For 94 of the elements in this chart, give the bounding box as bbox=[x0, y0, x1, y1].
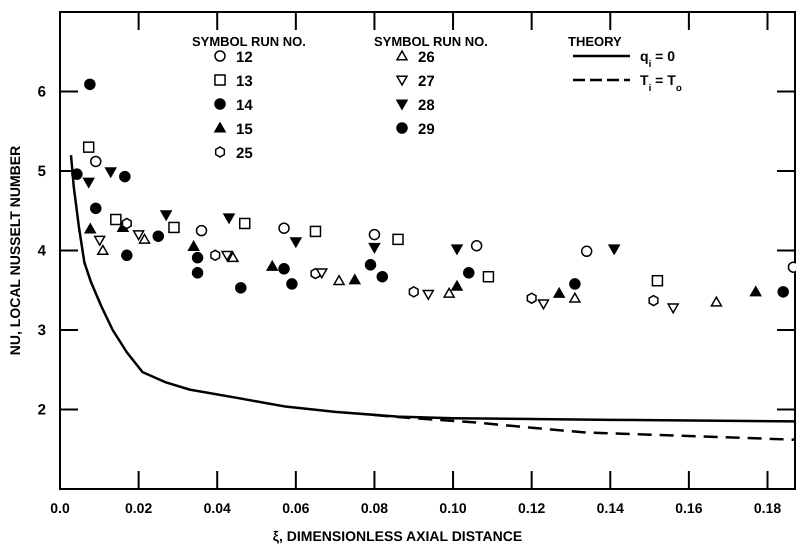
point bbox=[463, 267, 475, 279]
point bbox=[750, 286, 762, 296]
point bbox=[210, 250, 220, 262]
point bbox=[119, 170, 131, 182]
legend-label: T$_{i}$ = T$_{o}$ bbox=[640, 72, 682, 94]
x-tick-label: 0.10 bbox=[439, 500, 467, 516]
point bbox=[553, 288, 565, 298]
y-tick-label: 2 bbox=[38, 402, 46, 418]
point bbox=[652, 274, 664, 286]
point bbox=[451, 280, 463, 291]
point bbox=[538, 299, 550, 310]
point bbox=[84, 223, 96, 234]
point bbox=[168, 222, 180, 234]
legend-label: 25 bbox=[236, 145, 253, 162]
point bbox=[121, 250, 133, 262]
y-tick-label: 3 bbox=[38, 322, 46, 339]
point bbox=[82, 178, 94, 188]
point bbox=[84, 78, 96, 90]
point bbox=[451, 244, 463, 255]
point bbox=[667, 303, 679, 314]
legend-label: 13 bbox=[236, 73, 253, 90]
point bbox=[368, 228, 380, 240]
legend-label: 29 bbox=[418, 121, 435, 138]
x-tick-label: 0.02 bbox=[124, 500, 152, 516]
point bbox=[569, 292, 581, 303]
legend-label: 27 bbox=[418, 73, 435, 90]
point bbox=[196, 224, 208, 236]
point bbox=[526, 292, 537, 304]
legend-label: 12 bbox=[236, 49, 253, 66]
x-tick-label: 0.14 bbox=[596, 500, 624, 516]
legend-label: 14 bbox=[236, 97, 254, 114]
point bbox=[310, 226, 322, 238]
legend-label: 26 bbox=[418, 49, 435, 66]
point bbox=[286, 278, 298, 290]
point bbox=[608, 244, 620, 255]
x-axis-title: ξ, DIMENSIONLESS AXIAL DISTANCE bbox=[272, 528, 522, 544]
point bbox=[470, 240, 482, 252]
point bbox=[349, 274, 361, 284]
point bbox=[238, 218, 250, 230]
legend-label: 28 bbox=[418, 97, 435, 114]
point bbox=[221, 250, 233, 262]
point bbox=[278, 263, 290, 275]
x-tick-label: 0.0 bbox=[50, 500, 70, 516]
annotation: THEORY bbox=[568, 34, 622, 49]
point bbox=[266, 260, 278, 271]
point bbox=[227, 252, 239, 262]
point bbox=[192, 252, 204, 264]
text: SYMBOL RUN NO. bbox=[374, 34, 488, 49]
point bbox=[82, 141, 94, 153]
point bbox=[580, 246, 592, 258]
point bbox=[648, 294, 659, 306]
point bbox=[368, 242, 380, 254]
y-tick-label: 5 bbox=[38, 163, 46, 180]
point bbox=[160, 210, 172, 220]
point bbox=[235, 282, 247, 294]
x-tick-label: 0.08 bbox=[360, 500, 388, 516]
point bbox=[122, 218, 132, 230]
point bbox=[138, 234, 150, 244]
point bbox=[569, 278, 581, 290]
point bbox=[408, 286, 419, 298]
x-tick-label: 0.06 bbox=[282, 500, 310, 516]
point bbox=[290, 237, 302, 248]
point bbox=[443, 288, 455, 298]
point bbox=[278, 222, 290, 234]
point bbox=[132, 230, 144, 240]
y-axis-title: NU, LOCAL NUSSELT NUMBER bbox=[7, 146, 23, 356]
point bbox=[482, 270, 494, 282]
point bbox=[94, 236, 106, 246]
point bbox=[376, 270, 388, 282]
point bbox=[223, 213, 235, 224]
legend-label: q$_{i}$ = 0 bbox=[640, 48, 676, 70]
point bbox=[710, 296, 722, 307]
point bbox=[97, 244, 109, 255]
y-tick-label: 4 bbox=[38, 242, 47, 260]
point bbox=[777, 286, 789, 298]
legend-title: SYMBOL RUN NO. bbox=[192, 34, 306, 49]
point bbox=[90, 156, 102, 168]
point bbox=[90, 202, 102, 214]
x-tick-label: 0.12 bbox=[518, 500, 546, 516]
x-tick-label: 0.04 bbox=[204, 500, 232, 516]
point bbox=[110, 214, 122, 226]
point bbox=[316, 268, 328, 279]
point bbox=[333, 274, 345, 286]
x-tick-label: 0.18 bbox=[754, 500, 782, 516]
y-tick-label: 6 bbox=[38, 84, 46, 100]
x-tick-label: 0.16 bbox=[675, 500, 703, 516]
point bbox=[392, 234, 404, 246]
point bbox=[422, 290, 434, 300]
point bbox=[104, 167, 116, 178]
point bbox=[364, 259, 376, 271]
point bbox=[188, 240, 200, 252]
legend-label: 15 bbox=[236, 121, 253, 138]
point bbox=[192, 267, 204, 279]
point bbox=[152, 230, 164, 242]
